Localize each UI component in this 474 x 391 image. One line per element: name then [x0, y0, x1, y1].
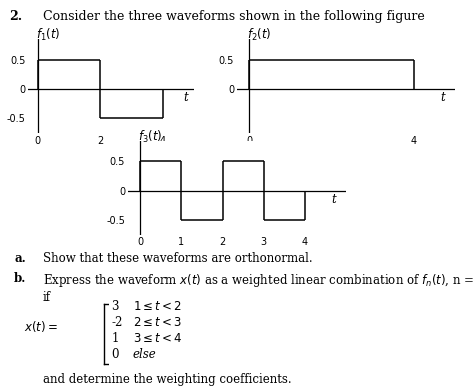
Text: 1: 1 — [111, 332, 119, 345]
Text: Consider the three waveforms shown in the following figure: Consider the three waveforms shown in th… — [43, 10, 424, 23]
Text: t: t — [332, 193, 337, 206]
Text: $x(t)=$: $x(t)=$ — [24, 319, 58, 334]
Text: 2.: 2. — [9, 10, 23, 23]
Text: if: if — [43, 291, 51, 304]
Text: 0: 0 — [111, 348, 119, 361]
Text: $f_3(t)$: $f_3(t)$ — [138, 129, 163, 145]
Text: $f_1(t)$: $f_1(t)$ — [36, 27, 61, 43]
Text: $f_2(t)$: $f_2(t)$ — [247, 27, 272, 43]
Text: -2: -2 — [111, 316, 123, 329]
Text: a.: a. — [14, 252, 26, 265]
Text: t: t — [441, 91, 446, 104]
Text: $1 \leq t < 2$: $1 \leq t < 2$ — [133, 300, 182, 314]
Text: b.: b. — [14, 272, 27, 285]
Text: t: t — [183, 91, 188, 104]
Text: and determine the weighting coefficients.: and determine the weighting coefficients… — [43, 373, 292, 386]
Text: else: else — [133, 348, 156, 361]
Text: Express the waveform $x(t)$ as a weighted linear combination of $f_n(t)$, n = 1,: Express the waveform $x(t)$ as a weighte… — [43, 272, 474, 289]
Text: Show that these waveforms are orthonormal.: Show that these waveforms are orthonorma… — [43, 252, 312, 265]
Text: $3 \leq t < 4$: $3 \leq t < 4$ — [133, 332, 182, 345]
Text: 3: 3 — [111, 300, 119, 314]
Text: $2 \leq t < 3$: $2 \leq t < 3$ — [133, 316, 182, 329]
